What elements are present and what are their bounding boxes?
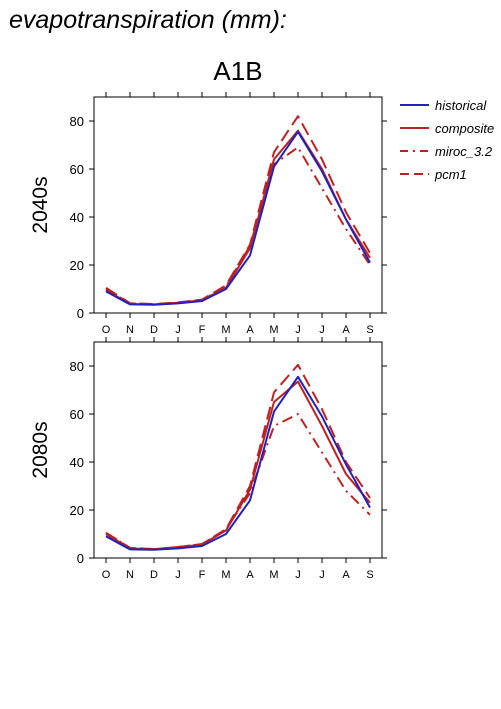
x-tick-label: F: [199, 324, 206, 336]
scenario-title: A1B: [213, 56, 262, 86]
x-tick-label: D: [150, 324, 158, 336]
x-tick-label: A: [342, 324, 350, 336]
legend: historical composite miroc_3.2 pcm1: [400, 98, 494, 182]
x-tick-label: J: [295, 324, 301, 336]
x-tick-label: O: [102, 324, 111, 336]
y-tick-label: 80: [70, 359, 84, 374]
x-tick-label: F: [199, 569, 206, 581]
x-tick-label: J: [175, 569, 181, 581]
row-label: 2040s: [29, 176, 52, 233]
x-tick-label: J: [319, 569, 325, 581]
series-line-pcm1: [105, 115, 371, 306]
series-line-historical: [105, 375, 371, 551]
plot-frame: [93, 96, 383, 314]
x-tick-label: N: [126, 324, 134, 336]
legend-label: historical: [435, 98, 487, 113]
series-line-composite: [105, 129, 371, 306]
panel-2080s: 0 20 40 60 80 O N D J F M A M J J A S 2080s: [29, 337, 387, 581]
y-tick-label: 40: [70, 210, 84, 225]
y-tick-label: 20: [70, 258, 84, 273]
x-tick-label: M: [269, 324, 278, 336]
plot-frame: [93, 341, 383, 559]
series-line-historical: [105, 130, 371, 306]
x-tick-label: O: [102, 569, 111, 581]
panel-2040s: 0 20 40 60 80 O N D J F M A M J J A S 2040s: [29, 92, 387, 336]
x-tick-label: A: [246, 324, 254, 336]
row-label: 2080s: [29, 421, 52, 478]
page-title: evapotranspiration (mm):: [9, 6, 287, 34]
x-tick-label: J: [175, 324, 181, 336]
legend-label: composite: [435, 121, 494, 136]
y-tick-label: 0: [77, 306, 84, 321]
x-tick-label: A: [342, 569, 350, 581]
y-tick-label: 0: [77, 551, 84, 566]
x-tick-label: J: [295, 569, 301, 581]
x-tick-label: J: [319, 324, 325, 336]
y-tick-label: 80: [70, 114, 84, 129]
series-line-miroc_3.2: [105, 146, 371, 306]
x-tick-label: M: [221, 324, 230, 336]
x-tick-label: S: [366, 324, 373, 336]
x-tick-label: S: [366, 569, 373, 581]
y-tick-label: 60: [70, 162, 84, 177]
legend-label: pcm1: [434, 167, 467, 182]
y-tick-label: 40: [70, 455, 84, 470]
x-tick-label: M: [269, 569, 278, 581]
legend-label: miroc_3.2: [435, 144, 493, 159]
x-tick-label: N: [126, 569, 134, 581]
y-tick-label: 60: [70, 407, 84, 422]
x-tick-label: M: [221, 569, 230, 581]
series-line-pcm1: [105, 363, 371, 551]
x-tick-label: D: [150, 569, 158, 581]
x-tick-label: A: [246, 569, 254, 581]
y-tick-label: 20: [70, 503, 84, 518]
